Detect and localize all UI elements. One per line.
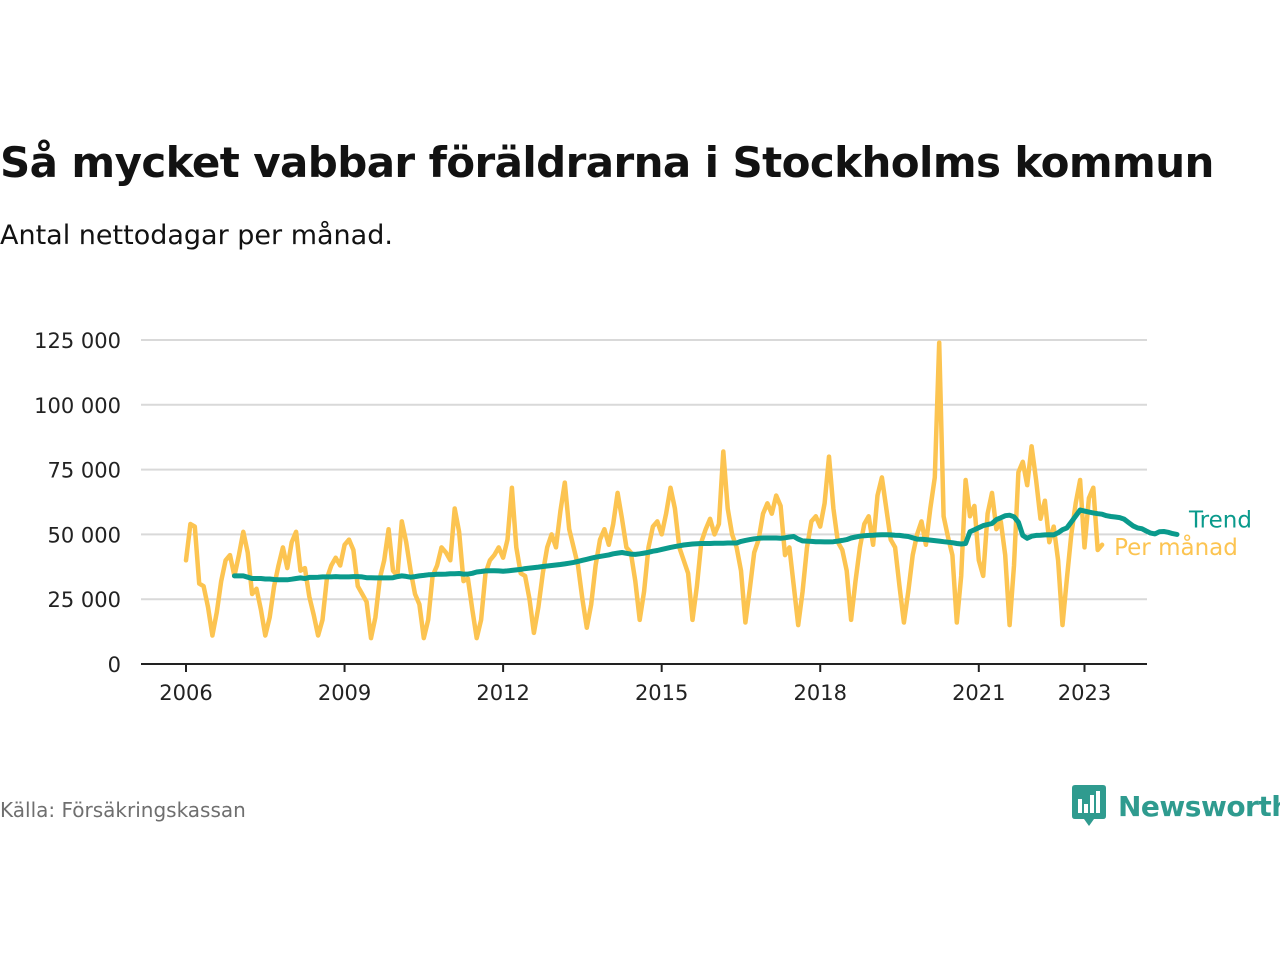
series-label-trend: Trend [1188, 507, 1252, 533]
x-axis [141, 663, 1147, 672]
series-line-trend [231, 507, 1180, 583]
source-note: Källa: Försäkringskassan [0, 798, 246, 822]
newsworthy-logo: Newsworthy [1072, 784, 1280, 828]
y-axis-tick-labels: 0 25 000 50 000 75 000 100 000 125 000 [34, 329, 121, 677]
series-line-per-månad [183, 340, 1105, 641]
x-tick-label: 2018 [794, 681, 847, 705]
y-tick-label: 50 000 [48, 523, 121, 547]
chart-subtitle: Antal nettodagar per månad. [0, 220, 393, 251]
x-tick-label: 2009 [318, 681, 371, 705]
chart-title: Så mycket vabbar föräldrarna i Stockholm… [0, 138, 1214, 187]
chart-series [183, 340, 1180, 641]
series-label-per-månad: Per månad [1114, 533, 1238, 561]
x-tick-label: 2023 [1058, 681, 1111, 705]
x-tick-label: 2021 [952, 681, 1005, 705]
y-tick-label: 125 000 [34, 329, 121, 353]
bar-chart-speech-bubble-icon [1072, 785, 1106, 826]
x-tick-label: 2012 [476, 681, 529, 705]
x-tick-label: 2006 [159, 681, 212, 705]
y-tick-label: 75 000 [48, 459, 121, 483]
chart-gridlines [141, 339, 1147, 601]
y-tick-label: 25 000 [48, 588, 121, 612]
x-axis-tick-labels: 2006 2009 2012 2015 2018 2021 2023 [159, 681, 1111, 705]
brand-name: Newsworthy [1118, 789, 1280, 823]
y-tick-label: 0 [108, 653, 121, 677]
x-tick-label: 2015 [635, 681, 688, 705]
y-tick-label: 100 000 [34, 394, 121, 418]
